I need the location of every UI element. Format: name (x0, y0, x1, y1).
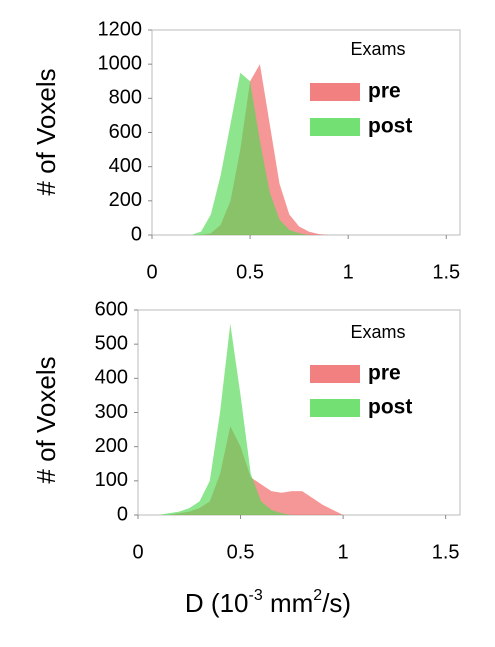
y-tick-label: 800 (109, 87, 142, 109)
y-tick-label: 500 (95, 332, 128, 354)
x-tick-label: 1.5 (432, 541, 460, 563)
y-tick-label: 400 (95, 367, 128, 389)
x-label-exponent: -3 (249, 587, 263, 604)
y-tick-label: 200 (95, 435, 128, 457)
x-label-part: D (10 (185, 588, 249, 618)
y-tick-label: 300 (95, 401, 128, 423)
legend-swatch (310, 83, 360, 101)
x-tick-label: 1 (343, 261, 354, 283)
legend-swatch (310, 399, 360, 417)
x-tick-label: 0.5 (227, 541, 255, 563)
y-tick-label: 600 (95, 298, 128, 320)
x-label-part: /s) (322, 588, 351, 618)
y-axis-label: # of Voxels (31, 356, 61, 483)
legend-label: pre (368, 80, 401, 103)
density-area (158, 323, 344, 515)
x-tick-label: 1 (338, 541, 349, 563)
legend-label: post (368, 115, 412, 138)
density-area (158, 426, 344, 515)
x-tick-label: 0 (146, 261, 157, 283)
y-axis-label: # of Voxels (31, 68, 61, 195)
y-tick-label: 100 (95, 469, 128, 491)
density-area (191, 72, 329, 235)
legend-title: Exams (350, 322, 405, 342)
legend-label: post (368, 396, 412, 419)
legend-swatch (310, 365, 360, 383)
y-tick-label: 400 (109, 155, 142, 177)
y-tick-label: 200 (109, 189, 142, 211)
y-tick-label: 0 (117, 503, 128, 525)
x-axis-label: D (10-3 mm2/s) (185, 587, 351, 618)
plot-frame (151, 29, 461, 236)
x-label-exponent: 2 (313, 587, 322, 604)
y-tick-label: 1000 (98, 52, 143, 74)
x-tick-label: 1.5 (432, 261, 460, 283)
y-tick-label: 0 (131, 223, 142, 245)
legend-swatch (310, 118, 360, 136)
x-tick-label: 0.5 (236, 261, 264, 283)
y-tick-label: 600 (109, 121, 142, 143)
legend-title: Exams (350, 39, 405, 59)
y-tick-label: 1200 (98, 18, 143, 40)
x-label-part: mm (263, 588, 314, 618)
legend-label: pre (368, 362, 401, 385)
x-tick-label: 0 (132, 541, 143, 563)
